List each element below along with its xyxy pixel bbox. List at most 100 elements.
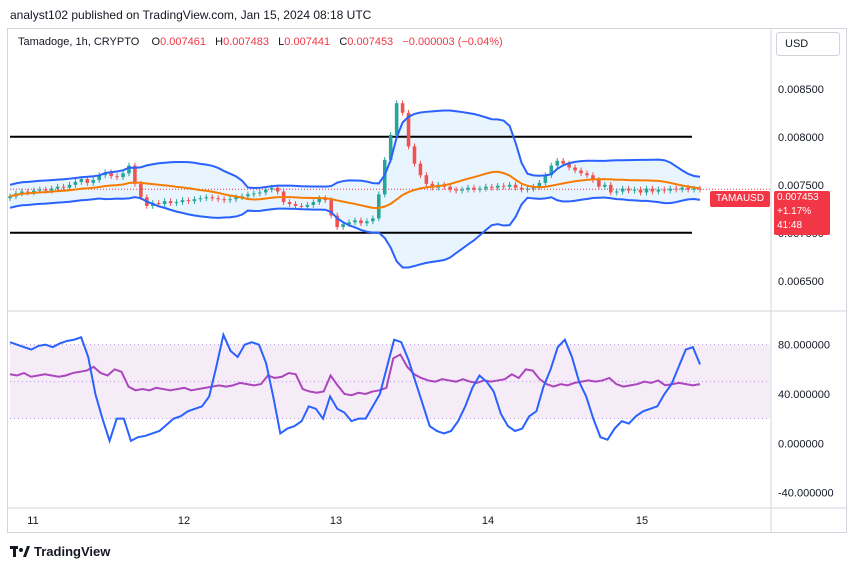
candle-body xyxy=(49,188,54,191)
candle-body xyxy=(454,189,458,191)
tradingview-brand: TradingView xyxy=(34,544,111,559)
candle-body xyxy=(579,170,583,174)
open-value: 0.007461 xyxy=(160,36,206,48)
candle-body xyxy=(371,218,375,222)
candle-body xyxy=(686,187,690,190)
candle-body xyxy=(139,183,143,198)
candle-body xyxy=(394,103,399,135)
candle-body xyxy=(400,103,405,113)
candle-body xyxy=(162,201,167,204)
symbol-label[interactable]: Tamadoge, 1h, CRYPTO xyxy=(18,36,140,48)
open-label: O xyxy=(151,36,161,48)
candle-body xyxy=(180,200,185,203)
candle-body xyxy=(91,180,96,183)
time-tick-label: 15 xyxy=(636,515,648,527)
change-percent: +1.17% xyxy=(777,206,812,217)
publisher-line: analyst102 published on TradingView.com,… xyxy=(10,8,371,22)
rsi-line xyxy=(9,353,701,397)
time-tick-label: 13 xyxy=(330,515,342,527)
candle-body xyxy=(698,188,702,190)
candle-body xyxy=(674,188,678,190)
candle-body xyxy=(263,189,268,193)
candle-body xyxy=(549,165,554,176)
candle-body xyxy=(79,179,84,182)
candle-body xyxy=(293,204,298,206)
candle-body xyxy=(418,163,423,176)
candle-body xyxy=(501,185,506,187)
candle-body xyxy=(174,202,179,204)
candle-body xyxy=(490,186,494,188)
publisher-text: analyst102 published on TradingView.com,… xyxy=(10,8,372,22)
candle-body xyxy=(329,200,333,216)
candle-body xyxy=(478,188,482,190)
candle-body xyxy=(561,160,565,164)
price-tick-label: 0.007500 xyxy=(778,180,824,192)
candle-body xyxy=(20,191,24,194)
candle-body xyxy=(168,201,173,204)
candle-body xyxy=(567,163,571,168)
time-tick-label: 14 xyxy=(482,515,494,527)
tradingview-logo-icon xyxy=(10,545,30,557)
candle-body xyxy=(365,221,369,224)
tradingview-logo[interactable]: TradingView xyxy=(10,544,110,559)
candle-body xyxy=(519,187,524,190)
bollinger-lower-band xyxy=(9,196,701,269)
candle-body xyxy=(216,198,220,200)
candle-body xyxy=(121,173,125,178)
bollinger-upper-band xyxy=(9,109,701,190)
candle-body xyxy=(448,186,452,190)
candle-body xyxy=(692,188,696,190)
last-price-box: 0.007453 +1.17% 41:48 xyxy=(774,191,830,235)
candle-body xyxy=(585,173,589,176)
candle-body xyxy=(680,187,684,190)
candle-body xyxy=(252,193,256,195)
candle-body xyxy=(37,189,42,191)
candle-body xyxy=(115,176,119,178)
candle-body xyxy=(55,186,60,189)
candle-body xyxy=(222,199,226,201)
osc-tick-label: -40.000000 xyxy=(778,488,834,500)
candle-body xyxy=(85,179,90,183)
candle-body xyxy=(388,134,393,160)
price-tick-label: 0.008000 xyxy=(778,132,824,144)
symbol-price-tag[interactable]: TAMAUSD xyxy=(710,191,770,207)
candle-body xyxy=(133,165,137,184)
candle-body xyxy=(543,175,548,183)
stoch-k-line xyxy=(9,331,701,445)
bollinger-basis xyxy=(9,170,701,209)
price-tick-label: 0.008500 xyxy=(778,84,824,96)
osc-tick-label: 40.000000 xyxy=(778,389,830,401)
bar-countdown: 41:48 xyxy=(777,220,803,231)
candle-body xyxy=(156,203,161,205)
candle-body xyxy=(73,181,78,185)
candle-body xyxy=(614,191,619,193)
candle-body xyxy=(26,191,30,193)
candle-body xyxy=(305,204,310,207)
candle-body xyxy=(61,186,66,188)
candle-body xyxy=(632,189,637,191)
candle-body xyxy=(258,192,262,194)
high-value: 0.007483 xyxy=(223,36,269,48)
candle-body xyxy=(424,175,429,184)
candle-body xyxy=(472,187,476,190)
candle-body xyxy=(347,222,351,225)
candle-body xyxy=(650,188,655,192)
candle-body xyxy=(67,184,72,188)
low-value: 0.007441 xyxy=(284,36,331,48)
candle-body xyxy=(573,167,577,171)
currency-button[interactable]: USD xyxy=(776,32,840,56)
close-value: 0.007453 xyxy=(347,36,394,48)
candle-body xyxy=(299,205,304,207)
close-label: C xyxy=(339,36,348,48)
candle-body xyxy=(204,197,209,199)
candle-body xyxy=(186,200,191,202)
candle-body xyxy=(460,189,464,191)
last-price: 0.007453 xyxy=(777,192,819,203)
candle-body xyxy=(608,184,613,193)
ohlc-legend: Tamadoge, 1h, CRYPTO O0.007461 H0.007483… xyxy=(18,36,503,48)
candle-body xyxy=(8,196,12,199)
time-tick-label: 11 xyxy=(27,515,38,527)
candle-body xyxy=(668,188,673,191)
chart-frame xyxy=(7,28,847,533)
